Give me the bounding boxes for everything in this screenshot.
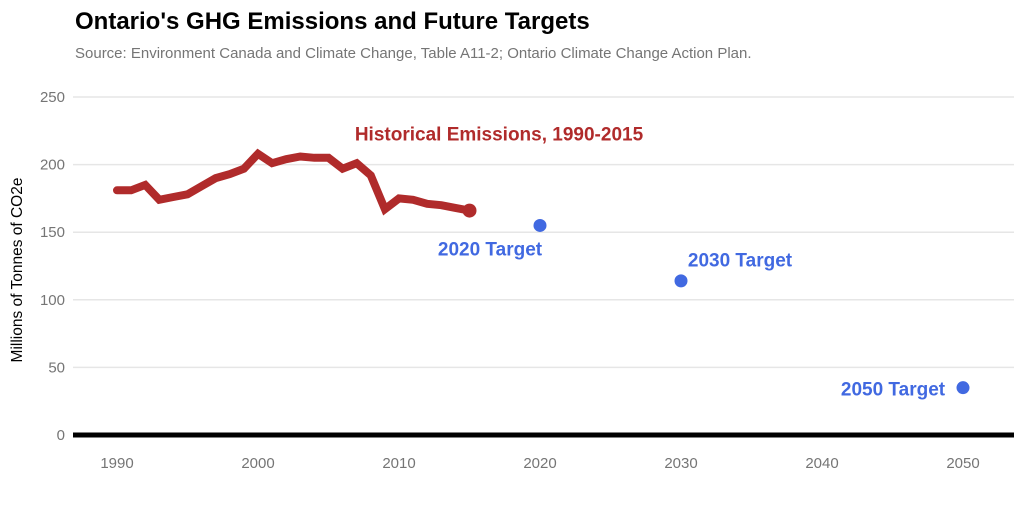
x-tick-label: 1990	[100, 455, 133, 472]
x-tick-label: 2020	[523, 455, 556, 472]
historical-end-marker	[462, 203, 477, 218]
x-tick-label: 2050	[946, 455, 979, 472]
y-axis-title: Millions of Tonnes of CO2e	[9, 178, 26, 363]
x-tick-label: 2000	[241, 455, 274, 472]
y-tick-label: 200	[40, 157, 65, 174]
annotation-target-2020-label: 2020 Target	[438, 240, 543, 261]
y-tick-label: 100	[40, 292, 65, 309]
annotation-target-2030-label: 2030 Target	[688, 251, 793, 272]
target-dot-2020	[533, 218, 547, 232]
annotation-historical-label: Historical Emissions, 1990-2015	[355, 125, 644, 146]
annotation-target-2050-label: 2050 Target	[841, 380, 946, 401]
x-tick-label: 2030	[664, 455, 697, 472]
target-dot-2030	[674, 274, 688, 288]
y-tick-label: 150	[40, 224, 65, 241]
y-tick-label: 50	[48, 359, 65, 376]
y-tick-label: 0	[57, 427, 65, 444]
y-tick-label: 250	[40, 89, 65, 106]
target-dot-2050	[956, 381, 970, 395]
x-tick-label: 2010	[382, 455, 415, 472]
historical-emissions-line	[113, 148, 474, 216]
chart-title: Ontario's GHG Emissions and Future Targe…	[75, 8, 590, 35]
x-tick-label: 2040	[805, 455, 838, 472]
chart-subtitle: Source: Environment Canada and Climate C…	[75, 45, 752, 62]
